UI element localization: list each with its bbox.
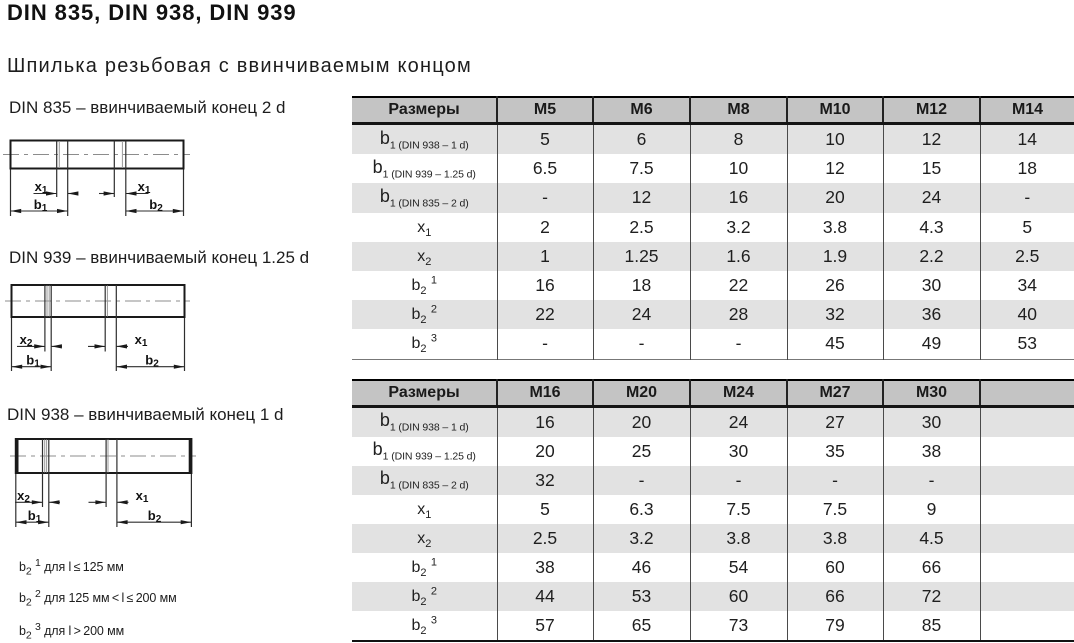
svg-text:b1: b1: [28, 508, 42, 525]
svg-text:x2: x2: [20, 332, 33, 349]
svg-text:x1: x1: [136, 488, 149, 505]
svg-text:b1: b1: [26, 353, 40, 370]
svg-text:x1: x1: [35, 179, 48, 196]
svg-text:b1: b1: [34, 197, 48, 214]
svg-text:x1: x1: [135, 332, 148, 349]
svg-text:b2: b2: [148, 508, 162, 525]
svg-text:b2: b2: [145, 353, 159, 370]
svg-text:x1: x1: [138, 179, 151, 196]
svg-text:x2: x2: [17, 488, 30, 505]
svg-text:b2: b2: [149, 197, 163, 214]
